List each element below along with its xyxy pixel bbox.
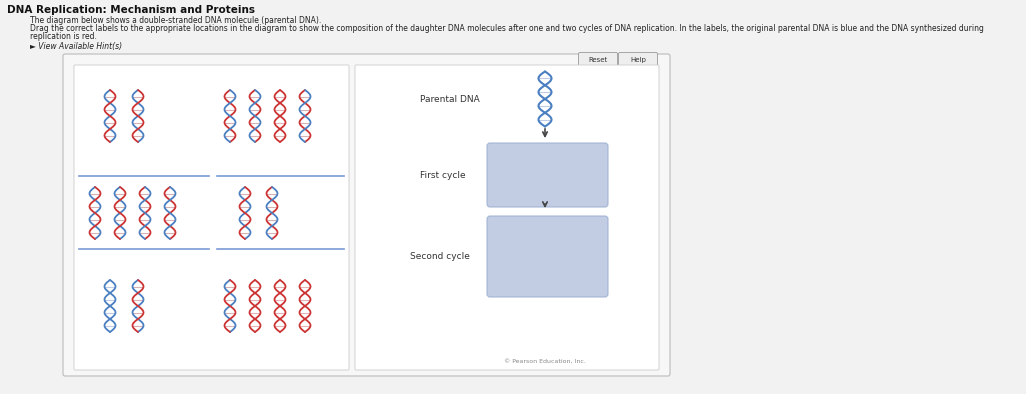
Text: First cycle: First cycle	[420, 171, 466, 180]
FancyBboxPatch shape	[487, 216, 608, 297]
FancyBboxPatch shape	[487, 143, 608, 207]
Text: DNA Replication: Mechanism and Proteins: DNA Replication: Mechanism and Proteins	[7, 5, 255, 15]
Text: Help: Help	[630, 57, 646, 63]
Text: Reset: Reset	[588, 57, 607, 63]
FancyBboxPatch shape	[355, 65, 659, 370]
Text: Second cycle: Second cycle	[410, 252, 470, 261]
FancyBboxPatch shape	[619, 52, 658, 67]
FancyBboxPatch shape	[74, 65, 349, 370]
Text: replication is red.: replication is red.	[30, 32, 96, 41]
Text: Drag the correct labels to the appropriate locations in the diagram to show the : Drag the correct labels to the appropria…	[30, 24, 984, 33]
FancyBboxPatch shape	[63, 54, 670, 376]
Text: ► View Available Hint(s): ► View Available Hint(s)	[30, 42, 122, 51]
Text: Parental DNA: Parental DNA	[420, 95, 480, 104]
Text: The diagram below shows a double-stranded DNA molecule (parental DNA).: The diagram below shows a double-strande…	[30, 16, 321, 25]
Text: © Pearson Education, Inc.: © Pearson Education, Inc.	[504, 359, 586, 364]
FancyBboxPatch shape	[579, 52, 618, 67]
